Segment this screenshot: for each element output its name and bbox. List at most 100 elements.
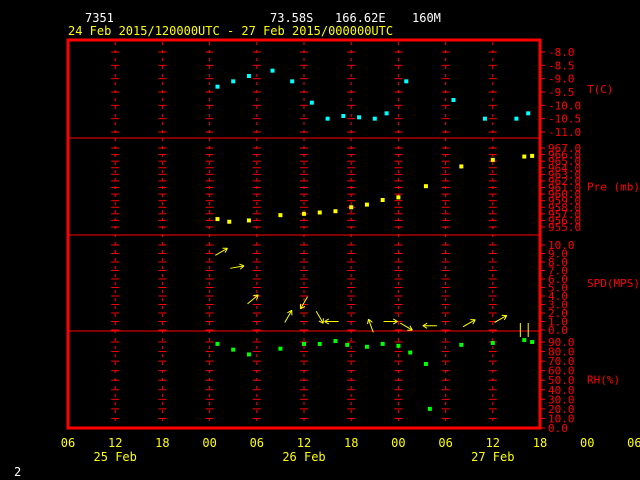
temperature-point [514,116,519,121]
y-tick-label: 90.0 [548,336,575,349]
pressure-point [364,202,369,207]
date-label: 26 Feb [282,450,325,464]
pressure-point [246,218,251,223]
wind-arrow [383,318,398,325]
pressure-point [302,211,306,216]
humidity-point [333,339,338,344]
panel-label: T(C) [587,83,614,96]
humidity-point [396,343,401,348]
wind-arrow [324,318,339,325]
panel-label: Pre (mb) [587,181,640,194]
y-tick-label: 966.0 [548,149,581,162]
humidity-point [302,341,306,346]
humidity-point [380,341,385,346]
wind-arrow [494,314,508,323]
station-location: 73.58S 166.62E [270,11,386,25]
humidity-point [246,352,251,357]
data-series [215,68,535,411]
date-label: 27 Feb [471,450,514,464]
y-tick-label: -8.0 [548,46,575,59]
y-tick-label: 955.0 [548,221,581,234]
humidity-point [231,347,236,352]
temperature-point [325,116,330,121]
x-tick-label: 00 [202,436,216,450]
x-tick-label: 18 [344,436,358,450]
y-tick-label: -10.5 [548,113,581,126]
x-tick-label: 18 [155,436,169,450]
y-tick-label: 6.0 [548,273,568,286]
temperature-point [372,116,377,121]
y-tick-label: 964.0 [548,162,581,175]
temperature-point [482,116,487,121]
y-tick-label: 957.0 [548,208,581,221]
x-tick-label: 06 [438,436,452,450]
y-tick-label: 965.0 [548,155,581,168]
pressure-point [459,164,464,169]
y-tick-label: -8.5 [548,59,575,72]
y-tick-label: 959.0 [548,195,581,208]
y-tick-label: 70.0 [548,355,575,368]
x-tick-label: 00 [580,436,594,450]
pressure-point [317,210,322,215]
temperature-point [309,100,314,105]
pressure-point [278,213,283,218]
y-tick-label: 963.0 [548,168,581,181]
station-id: 7351 [85,11,114,25]
wind-arrow [422,322,437,329]
y-tick-label: 4.0 [548,290,568,303]
panel-label: RH(%) [587,374,620,387]
pressure-point [423,184,428,189]
wind-arrow [315,310,324,324]
y-tick-label: 9.0 [548,248,568,261]
humidity-point [278,346,283,351]
y-tick-label: 10.0 [548,239,575,252]
humidity-point [459,342,464,347]
temperature-point [290,79,295,84]
temperature-point [341,114,346,118]
y-tick-label: 961.0 [548,182,581,195]
y-tick-label: 0.0 [548,324,568,337]
y-tick-label: 8.0 [548,256,568,269]
station-elevation: 160M [412,11,441,25]
y-tick-label: -10.0 [548,99,581,112]
y-tick-label: -11.0 [548,126,581,139]
y-tick-label: 956.0 [548,214,581,227]
wind-arrow [247,294,259,305]
wind-arrow [284,309,293,323]
panel-label: SPD(MPS) [587,277,640,290]
humidity-point [530,340,535,344]
x-tick-label: 12 [108,436,122,450]
wind-arrow [230,263,245,270]
temperature-point [231,79,236,84]
y-tick-label: 7.0 [548,265,568,278]
humidity-point [423,361,428,366]
temperature-point [357,115,362,120]
y-tick-label: 30.0 [548,393,575,406]
pressure-point [522,154,527,159]
grid [111,42,497,429]
y-tick-label: 20.0 [548,403,575,416]
pressure-point [530,153,535,158]
x-tick-label: 12 [486,436,500,450]
wind-arrow [215,247,228,256]
pressure-point [490,157,495,162]
temperature-point [404,79,409,84]
pressure-point [349,205,354,210]
y-tick-label: 40.0 [548,384,575,397]
y-tick-label: 10.0 [548,412,575,425]
humidity-point [215,341,220,346]
y-tick-label: 80.0 [548,346,575,359]
y-tick-label: 3.0 [548,299,568,312]
wind-arrow [462,319,476,328]
y-tick-label: 960.0 [548,188,581,201]
y-tick-label: 60.0 [548,365,575,378]
temperature-point [215,84,220,89]
x-tick-label: 06 [250,436,264,450]
humidity-point [408,350,413,355]
y-tick-label: 967.0 [548,142,581,155]
wind-arrow [299,296,308,310]
y-tick-label: 0.0 [548,422,568,435]
page-number: 2 [14,465,21,479]
